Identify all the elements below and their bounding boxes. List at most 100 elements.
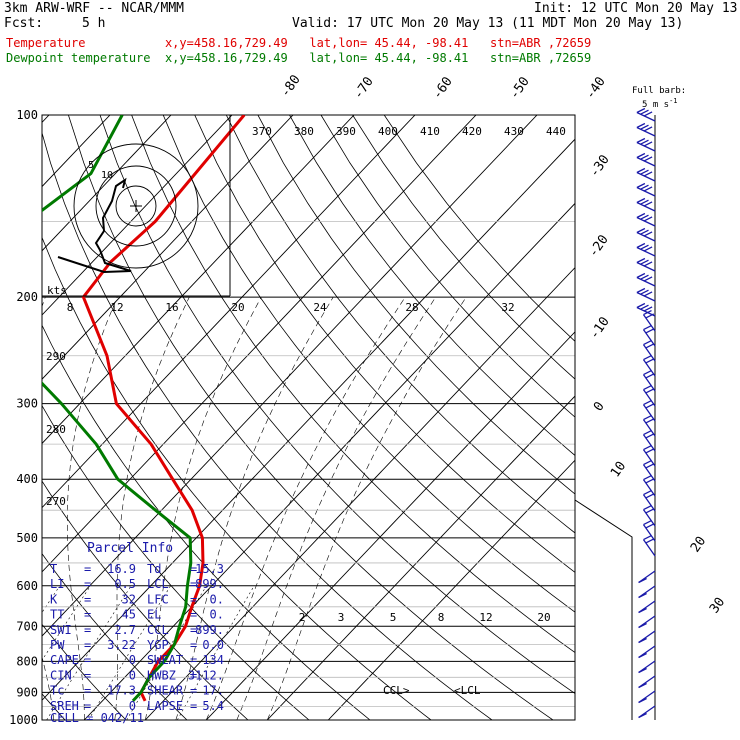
wind-barb-feather [638, 712, 647, 719]
wind-barb-feather [636, 287, 646, 294]
mixing-ratio-line [42, 585, 91, 661]
wind-barb-feather [643, 306, 653, 312]
wind-barb-feather [640, 109, 649, 115]
wind-barb-feather [638, 637, 647, 644]
wind-barb-feather [643, 156, 653, 162]
dry-adiabat [225, 115, 575, 534]
parcel-field-label: HWBZ [147, 668, 176, 682]
wind-barb-feather [645, 448, 655, 454]
wind-barb [636, 111, 656, 122]
wind-barb-feather [645, 418, 655, 424]
isotherm-line [42, 138, 575, 701]
hodograph-ring-label: 10 [101, 170, 113, 181]
wind-barb-feather [636, 272, 646, 279]
parcel-field-value: 3112. [188, 668, 224, 682]
wind-barb-feather [643, 141, 653, 147]
wind-barb-feather [645, 343, 655, 349]
parcel-equals: = [84, 684, 91, 698]
wind-barb-feather [636, 197, 646, 204]
wind-barb-feather [645, 493, 655, 499]
mixing-ratio-label: 8 [67, 301, 74, 314]
isotherm-line [42, 115, 355, 445]
wind-barb-feather [636, 152, 646, 159]
wind-barb-feather [640, 229, 649, 235]
mixing-ratio-label: 8 [438, 611, 445, 624]
wind-barb-feather [643, 126, 653, 132]
parcel-field-value: 2.7 [114, 623, 136, 637]
wind-barb-feather [638, 652, 647, 659]
wind-barb-feather [643, 535, 652, 541]
parcel-field-label: YGP [147, 638, 169, 652]
wind-barb-feather [645, 403, 655, 409]
pressure-label: 500 [16, 531, 38, 545]
parcel-field-label: TT [50, 608, 64, 622]
parcel-equals: = [190, 699, 197, 713]
wind-barb-feather [643, 276, 653, 282]
barb-legend-title: Full barb: [632, 86, 687, 96]
parcel-equals: = [84, 668, 91, 682]
theta-label: 420 [462, 125, 482, 138]
parcel-equals: = [84, 608, 91, 622]
wind-barb [636, 186, 656, 197]
parcel-field-value: 3.22 [107, 638, 136, 652]
parcel-field-value: 0.0 [202, 638, 224, 652]
wind-barb-feather [640, 154, 649, 160]
mixing-ratio-label: 16 [165, 301, 178, 314]
wind-barb [636, 216, 656, 227]
parcel-field-label: SHEAR [147, 684, 184, 698]
mixing-ratio-label: 20 [537, 611, 550, 624]
wind-barb-feather [640, 259, 649, 265]
wind-barb-feather [645, 478, 655, 484]
wind-barb-feather [638, 622, 647, 629]
parcel-field-value: 0. [210, 608, 224, 622]
wind-barb [642, 344, 656, 362]
parcel-field-value: 0 [129, 699, 136, 713]
theta-side-label: 280 [46, 423, 66, 436]
isotherm-label: 20 [688, 534, 709, 555]
wind-barb-feather [638, 697, 647, 704]
wind-barb-feather [643, 520, 652, 526]
mixing-ratio-line [88, 585, 171, 720]
wind-barb-feather [643, 261, 653, 267]
model-title: 3km ARW-WRF -- NCAR/MMM [4, 1, 185, 16]
isotherm-line [205, 331, 575, 720]
isotherm-label: -70 [351, 74, 377, 102]
parcel-equals: = [190, 562, 197, 576]
parcel-equals: = [190, 608, 197, 622]
isotherm-label: -40 [583, 74, 609, 102]
wind-barb [636, 246, 656, 257]
dry-adiabat [194, 115, 575, 573]
wind-barb-feather [645, 538, 655, 544]
wind-barb [642, 539, 656, 557]
wind-barb [642, 389, 656, 407]
ccl-label: CCL> [383, 684, 410, 697]
wind-barb-feather [636, 107, 646, 114]
wind-barb-feather [643, 505, 652, 511]
wind-barb-feather [645, 313, 655, 319]
parcel-equals: = [84, 638, 91, 652]
wind-barb-feather [643, 291, 653, 297]
wind-barb [642, 494, 656, 512]
wind-barb-feather [643, 340, 652, 346]
pressure-label: 1000 [9, 713, 38, 727]
forecast-hours: 5 h [82, 16, 106, 31]
wind-barb-feather [640, 214, 649, 220]
wind-barb-feather [636, 137, 646, 144]
wind-barb-feather [643, 370, 652, 376]
wind-barb [642, 374, 656, 392]
wind-barb-feather [640, 199, 649, 205]
isotherm-label: 30 [707, 595, 728, 616]
hodograph-ring-label: 5 [88, 160, 94, 171]
isotherm-line [42, 115, 538, 637]
pressure-label: 100 [16, 108, 38, 122]
wind-barb-feather [643, 186, 653, 192]
theta-side-label: 270 [46, 495, 66, 508]
wind-barb [636, 126, 656, 137]
parcel-equals: = [84, 592, 91, 606]
theta-side-label: 290 [46, 350, 66, 363]
wind-barb-feather [643, 355, 652, 361]
parcel-info-title: Parcel Info [87, 541, 173, 556]
wind-barb-feather [643, 490, 652, 496]
